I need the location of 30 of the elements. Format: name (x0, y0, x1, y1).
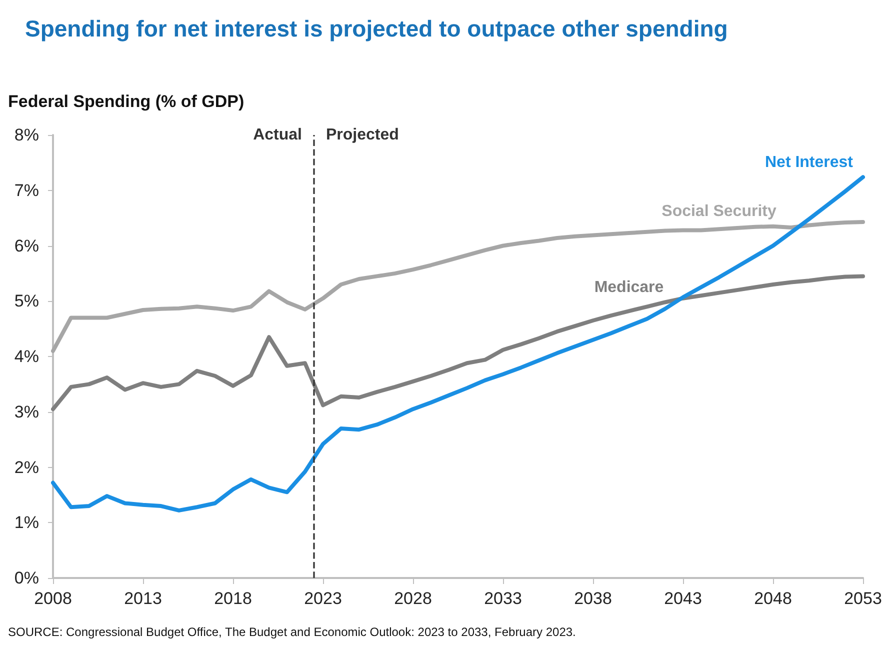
x-tick-label: 2033 (484, 589, 522, 608)
y-tick-label: 7% (14, 180, 39, 200)
x-tick-label: 2048 (754, 589, 792, 608)
y-tick-label: 0% (14, 568, 39, 588)
y-axis-title: Federal Spending (% of GDP) (8, 92, 244, 111)
chart-title: Spending for net interest is projected to outpace other spending (25, 16, 728, 42)
line-series (51, 274, 865, 412)
annotation: Actual (253, 126, 302, 144)
x-tick-label: 2043 (664, 589, 702, 608)
y-tick-label: 4% (14, 347, 39, 366)
x-tick-label: 2018 (214, 589, 252, 608)
x-tick-label: 2053 (844, 589, 882, 608)
line-series (51, 175, 865, 512)
x-tick-label: 2038 (574, 589, 612, 608)
series-label: Social Security (662, 202, 776, 220)
annotation: Projected (326, 126, 399, 144)
x-tick-label: 2008 (34, 589, 72, 608)
y-tick-label: 3% (14, 402, 39, 422)
y-tick-label: 8% (14, 126, 39, 144)
line-series (51, 220, 865, 353)
series-label: Net Interest (764, 154, 854, 172)
series-label: Medicare (594, 278, 664, 296)
y-tick-label: 1% (14, 513, 39, 532)
source-note: SOURCE: Congressional Budget Office, The Budget and Economic Outlook: 2023 to 2033, February 2023. (8, 625, 576, 639)
y-tick-label: 6% (14, 236, 39, 256)
y-tick-label: 2% (14, 458, 39, 477)
x-tick-label: 2023 (304, 589, 342, 608)
x-tick-label: 2028 (394, 589, 432, 608)
y-tick-label: 5% (14, 292, 39, 311)
x-tick-label: 2013 (124, 589, 162, 608)
